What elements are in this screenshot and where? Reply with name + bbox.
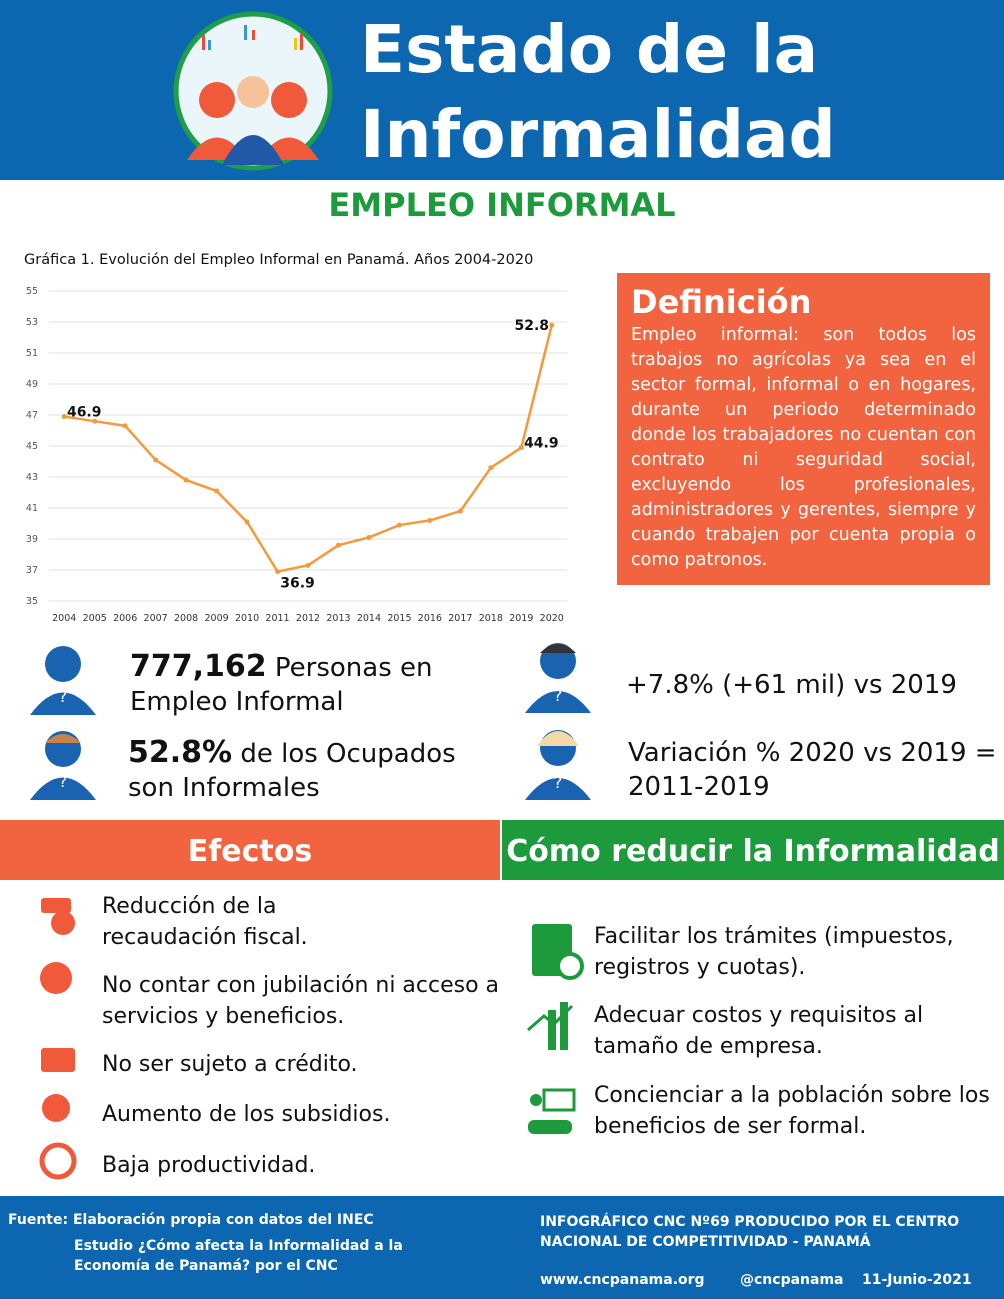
stat-text: Personas en Empleo Informal xyxy=(130,653,433,717)
x-tick-label: 2020 xyxy=(540,613,564,624)
y-tick-label: 51 xyxy=(26,348,38,359)
y-tick-label: 39 xyxy=(26,534,38,545)
y-tick-label: 53 xyxy=(26,317,38,328)
data-point xyxy=(518,445,524,451)
person-icon: ? xyxy=(30,646,96,715)
data-label: 46.9 xyxy=(67,405,102,421)
section-title: EMPLEO INFORMAL xyxy=(328,186,676,224)
data-point xyxy=(335,542,341,548)
data-point xyxy=(122,423,128,429)
y-tick-label: 49 xyxy=(26,379,38,390)
effect-item: No contar con jubilación ni acceso a ser… xyxy=(102,973,500,1029)
data-label: 36.9 xyxy=(280,576,315,592)
y-tick-label: 45 xyxy=(26,441,38,452)
svg-text:?: ? xyxy=(554,686,563,705)
data-point xyxy=(183,477,189,483)
x-tick-label: 2008 xyxy=(174,613,198,624)
x-tick-label: 2004 xyxy=(52,613,76,624)
y-tick-label: 43 xyxy=(26,472,38,483)
x-tick-label: 2012 xyxy=(296,613,320,624)
data-point xyxy=(457,508,463,514)
x-tick-label: 2007 xyxy=(144,613,168,624)
effect-item: Baja productividad. xyxy=(102,1153,316,1178)
y-tick-label: 41 xyxy=(26,503,38,514)
data-label: 44.9 xyxy=(524,436,559,452)
x-tick-label: 2006 xyxy=(113,613,137,624)
person-icon: ? xyxy=(30,731,96,800)
footer-website: www.cncpanama.org xyxy=(540,1272,705,1288)
data-point xyxy=(61,414,67,420)
data-point xyxy=(92,418,98,424)
reduce-item: Facilitar los trámites (impuestos, regis… xyxy=(594,924,954,980)
chart-title: Gráfica 1. Evolución del Empleo Informal… xyxy=(24,252,533,268)
reduce-title: Cómo reducir la Informalidad xyxy=(502,820,1004,880)
logo xyxy=(173,11,333,171)
footer-date: 11-Junio-2021 xyxy=(862,1272,972,1288)
y-tick-label: 35 xyxy=(26,596,38,607)
stat: 777,162 Personas en Empleo Informal xyxy=(130,650,490,719)
stat-text: de los Ocupados son Informales xyxy=(128,739,456,803)
x-tick-label: 2013 xyxy=(326,613,350,624)
stat: 52.8% de los Ocupados son Informales xyxy=(128,736,488,805)
title: Estado de la xyxy=(360,11,819,88)
effect-icons xyxy=(39,898,77,1180)
chart: Gráfica 1. Evolución del Empleo Informal… xyxy=(24,252,567,624)
effect-item: Reducción de la recaudación fiscal. xyxy=(102,894,308,950)
y-tick-label: 47 xyxy=(26,410,38,421)
definition-title: Definición xyxy=(631,283,812,321)
stat: Variación % 2020 vs 2019 = 2011-2019 xyxy=(628,738,997,802)
data-point xyxy=(153,457,159,463)
footer-source: Fuente: Elaboración propia con datos del… xyxy=(8,1212,374,1228)
person-icon: ? xyxy=(525,730,591,800)
stat-number: 52.8% xyxy=(128,735,233,770)
reduce-item: Adecuar costos y requisitos al tamaño de… xyxy=(594,1003,924,1059)
definition: Definición Empleo informal: son todos lo… xyxy=(617,273,990,585)
data-point xyxy=(366,534,372,540)
data-point xyxy=(396,522,402,528)
x-tick-label: 2017 xyxy=(448,613,472,624)
title: Informalidad xyxy=(360,96,836,173)
x-tick-label: 2005 xyxy=(83,613,107,624)
data-point xyxy=(244,519,250,525)
x-tick-label: 2018 xyxy=(479,613,503,624)
y-tick-label: 37 xyxy=(26,565,38,576)
x-tick-label: 2019 xyxy=(509,613,533,624)
footer-credit: INFOGRÁFICO CNC Nº69 PRODUCIDO POR EL CE… xyxy=(540,1214,960,1250)
data-point xyxy=(305,562,311,568)
data-point xyxy=(275,569,281,575)
footer: Fuente: Elaboración propia con datos del… xyxy=(0,1196,1004,1299)
effect-item: No ser sujeto a crédito. xyxy=(102,1052,358,1077)
stat: +7.8% (+61 mil) vs 2019 xyxy=(626,670,957,700)
svg-text:?: ? xyxy=(59,687,68,706)
footer-handle: @cncpanama xyxy=(740,1272,844,1288)
footer-study: Estudio ¿Cómo afecta la Informalidad a l… xyxy=(74,1238,403,1274)
data-label: 52.8 xyxy=(514,318,549,334)
data-point xyxy=(427,517,433,523)
data-point xyxy=(488,465,494,471)
stat-number: 777,162 xyxy=(130,649,267,684)
svg-text:?: ? xyxy=(59,772,68,791)
reduce-item: Concienciar a la población sobre los ben… xyxy=(594,1083,990,1139)
effect-item: Aumento de los subsidios. xyxy=(102,1102,391,1127)
x-tick-label: 2015 xyxy=(387,613,411,624)
x-tick-label: 2014 xyxy=(357,613,381,624)
x-tick-label: 2009 xyxy=(204,613,228,624)
svg-text:?: ? xyxy=(554,773,563,792)
reduce-icons xyxy=(527,924,584,1134)
x-tick-label: 2016 xyxy=(418,613,442,624)
x-tick-label: 2010 xyxy=(235,613,259,624)
header xyxy=(0,0,1004,180)
person-icon: ? xyxy=(525,643,591,713)
effects-title: Efectos xyxy=(0,820,500,880)
x-tick-label: 2011 xyxy=(265,613,289,624)
data-point xyxy=(549,322,555,328)
data-line xyxy=(64,324,553,573)
y-tick-label: 55 xyxy=(26,286,38,297)
definition-text: Empleo informal: son todos los trabajos … xyxy=(631,325,976,570)
data-point xyxy=(214,488,220,494)
